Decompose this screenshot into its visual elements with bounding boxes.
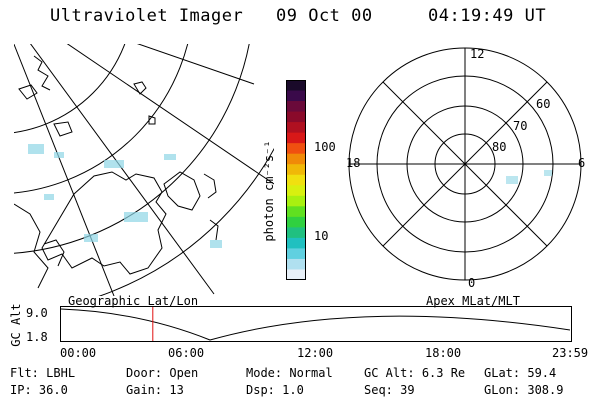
mlt-label-6: 6 [578,156,586,170]
colorbar-stripe [286,143,306,155]
colorbar-stripe [286,237,306,249]
info-gc-alt: GC Alt: 6.3 Re [364,366,466,380]
colorbar-stripe [286,101,306,113]
observation-date: 09 Oct 00 [276,6,373,26]
colorbar [286,80,306,280]
info-glon: GLon: 308.9 [484,383,564,397]
colorbar-stripe [286,80,306,92]
mlt-label-0: 0 [468,276,476,290]
colorbar-stripe [286,174,306,186]
orbit-xtick-0: 00:00 [60,346,97,360]
mlat-label-80: 80 [492,140,507,154]
orbit-xtick-2: 12:00 [297,346,334,360]
mlat-label-60: 60 [536,97,551,111]
info-dsp: Dsp: 1.0 [246,383,304,397]
colorbar-stripe [286,111,306,123]
colorbar-stripe [286,206,306,218]
instrument-title: Ultraviolet Imager [50,6,244,26]
info-filter: Flt: LBHL [10,366,76,380]
apex-panel-label: Apex MLat/MLT [426,294,520,308]
colorbar-stripe [286,185,306,197]
colorbar-stripe [286,269,306,280]
info-mode: Mode: Normal [246,366,333,380]
observation-time: 04:19:49 UT [428,6,547,26]
orbit-ylabel: GC Alt [9,303,23,347]
colorbar-stripe [286,258,306,270]
info-glat: GLat: 59.4 [484,366,557,380]
orbit-xtick-1: 06:00 [168,346,205,360]
orbit-ytick-top: 9.0 [26,306,48,320]
orbit-xtick-3: 18:00 [425,346,462,360]
mlt-label-18: 18 [346,156,361,170]
info-door: Door: Open [126,366,199,380]
colorbar-stripe [286,90,306,102]
apex-polar-grid [348,47,582,281]
info-seq: Seq: 39 [364,383,415,397]
colorbar-stripe [286,195,306,207]
geographic-panel-label: Geographic Lat/Lon [68,294,199,308]
colorbar-units-label: photon cm⁻²s⁻¹ [262,140,276,242]
info-ip: IP: 36.0 [10,383,68,397]
colorbar-stripe [286,132,306,144]
mlat-label-70: 70 [513,119,528,133]
colorbar-stripe [286,122,306,134]
info-gain: Gain: 13 [126,383,184,397]
colorbar-tick-100: 100 [314,140,336,154]
colorbar-stripe [286,248,306,260]
colorbar-stripe [286,153,306,165]
colorbar-tick-10: 10 [314,229,329,243]
colorbar-stripe [286,164,306,176]
colorbar-stripe [286,227,306,239]
orbit-xtick-4: 23:59 [552,346,589,360]
orbit-ytick-bottom: 1.8 [26,330,48,344]
orbit-altitude-plot [60,306,572,342]
colorbar-stripe [286,216,306,228]
geographic-map [14,44,274,296]
mlt-label-12: 12 [470,47,485,61]
